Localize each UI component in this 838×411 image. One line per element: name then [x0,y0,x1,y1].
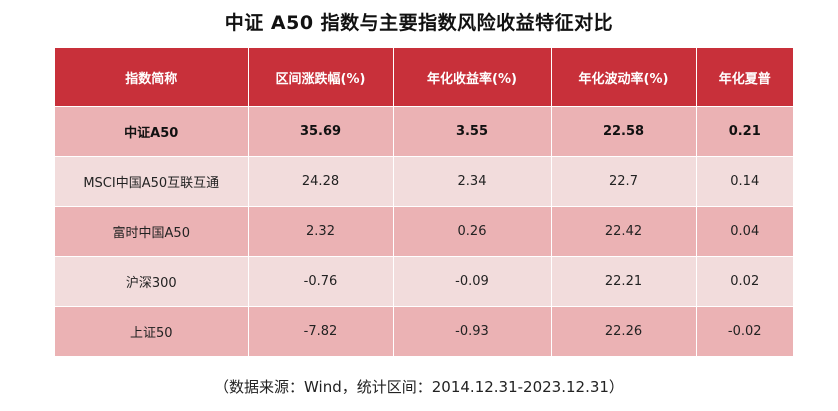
cell-annual-return: 2.34 [393,156,552,207]
header-sharpe: 年化夏普 [696,48,793,107]
header-period-change: 区间涨跌幅(%) [248,48,394,107]
source-note: （数据来源：Wind，统计区间：2014.12.31-2023.12.31） [214,378,624,396]
table-row-msci-a50: MSCI中国A50互联互通 24.28 2.34 22.7 0.14 [55,156,793,207]
cell-period-change: -7.82 [248,306,394,357]
cell-period-change: 35.69 [248,106,394,157]
cell-annual-return: 3.55 [393,106,552,157]
cell-annual-return: 0.26 [393,206,552,257]
header-row: 指数简称 区间涨跌幅(%) 年化收益率(%) 年化波动率(%) 年化夏普 [55,48,793,107]
cell-annual-return: -0.93 [393,306,552,357]
chart-title: 中证 A50 指数与主要指数风险收益特征对比 [224,12,614,34]
table-row-csi300: 沪深300 -0.76 -0.09 22.21 0.02 [55,256,793,307]
header-annual-return: 年化收益率(%) [393,48,552,107]
cell-annual-volatility: 22.42 [551,206,697,257]
cell-index-name: 中证A50 [55,106,249,157]
cell-sharpe: 0.14 [696,156,793,207]
cell-period-change: 2.32 [248,206,394,257]
table-body: 中证A50 35.69 3.55 22.58 0.21 MSCI中国A50互联互… [55,106,793,357]
table-header: 指数简称 区间涨跌幅(%) 年化收益率(%) 年化波动率(%) 年化夏普 [55,48,793,107]
table-row-sse50: 上证50 -7.82 -0.93 22.26 -0.02 [55,306,793,357]
header-index-name: 指数简称 [55,48,249,107]
cell-index-name: MSCI中国A50互联互通 [55,156,249,207]
cell-sharpe: 0.21 [696,106,793,157]
table-row-ftse-a50: 富时中国A50 2.32 0.26 22.42 0.04 [55,206,793,257]
cell-annual-volatility: 22.26 [551,306,697,357]
cell-annual-volatility: 22.7 [551,156,697,207]
cell-index-name: 上证50 [55,306,249,357]
cell-index-name: 富时中国A50 [55,206,249,257]
cell-annual-return: -0.09 [393,256,552,307]
header-annual-volatility: 年化波动率(%) [551,48,697,107]
cell-period-change: -0.76 [248,256,394,307]
table-row-csi-a50: 中证A50 35.69 3.55 22.58 0.21 [55,106,793,157]
cell-sharpe: -0.02 [696,306,793,357]
cell-sharpe: 0.04 [696,206,793,257]
cell-period-change: 24.28 [248,156,394,207]
cell-annual-volatility: 22.21 [551,256,697,307]
cell-annual-volatility: 22.58 [551,106,697,157]
index-comparison-table: 指数简称 区间涨跌幅(%) 年化收益率(%) 年化波动率(%) 年化夏普 中证A… [55,48,793,357]
cell-sharpe: 0.02 [696,256,793,307]
cell-index-name: 沪深300 [55,256,249,307]
